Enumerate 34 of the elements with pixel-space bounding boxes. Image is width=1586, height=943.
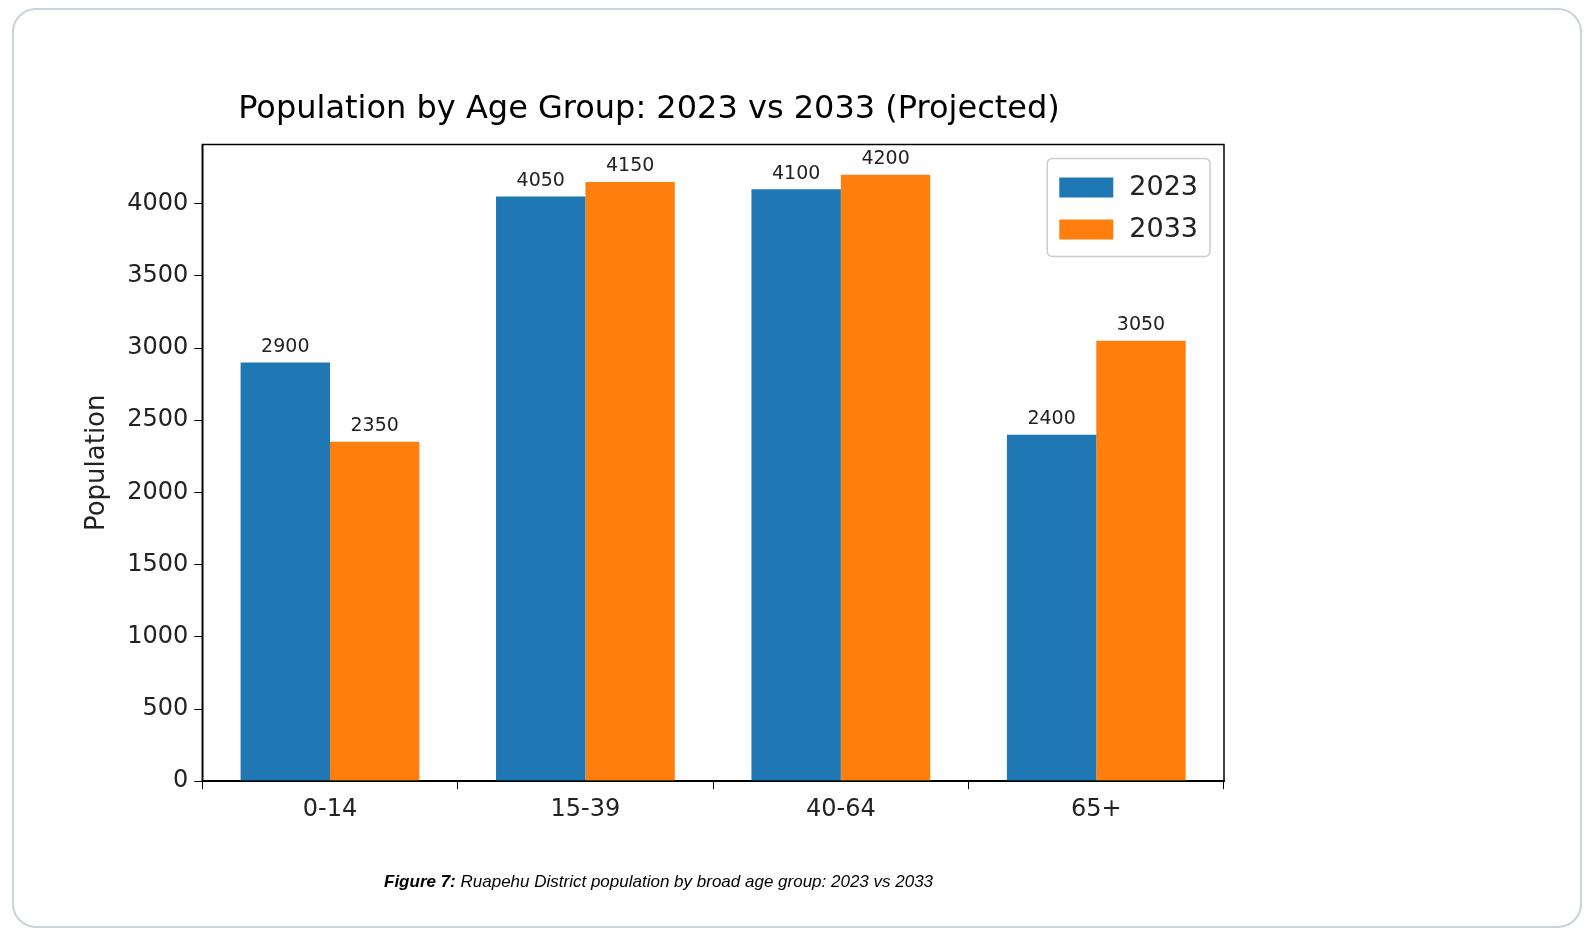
y-tick-label: 2500: [127, 404, 189, 433]
data-label: 4150: [605, 153, 655, 176]
bar: [840, 174, 931, 781]
bar: [751, 189, 841, 781]
bar: [240, 362, 330, 781]
x-tick-label: 40-64: [805, 793, 876, 822]
data-label: 3050: [1116, 312, 1166, 335]
x-tick-label: 15-39: [550, 793, 621, 822]
data-label: 4200: [861, 146, 910, 169]
y-tick-label: 0: [173, 765, 189, 794]
bar: [585, 181, 675, 781]
legend-label: 2023: [1129, 170, 1199, 202]
data-label: 4100: [771, 160, 821, 183]
bar: [329, 441, 420, 781]
legend-label: 2033: [1129, 212, 1199, 244]
y-tick-label: 1500: [127, 548, 189, 577]
y-tick-label: 4000: [127, 187, 189, 216]
caption: Figure 7: Ruapehu District population by broad age group: 2023 vs 2033: [384, 872, 934, 892]
bar: [1006, 434, 1097, 781]
y-tick-label: 3500: [127, 260, 189, 289]
data-label: 2350: [350, 413, 399, 436]
data-label: 2400: [1027, 406, 1076, 429]
y-tick-label: 2000: [127, 476, 189, 505]
data-label: 2900: [261, 333, 310, 356]
y-tick-label: 500: [142, 693, 189, 722]
x-tick-label: 65+: [1070, 793, 1122, 822]
y-axis-title: Population: [80, 394, 111, 532]
x-tick-label: 0-14: [302, 793, 358, 822]
data-label: 4050: [516, 167, 565, 190]
bar: [496, 196, 586, 781]
bar: [1096, 340, 1186, 781]
y-tick-label: 3000: [127, 332, 189, 361]
chart-title: Population by Age Group: 2023 vs 2033 (Projected): [238, 87, 1060, 126]
y-tick-label: 1000: [127, 621, 189, 650]
